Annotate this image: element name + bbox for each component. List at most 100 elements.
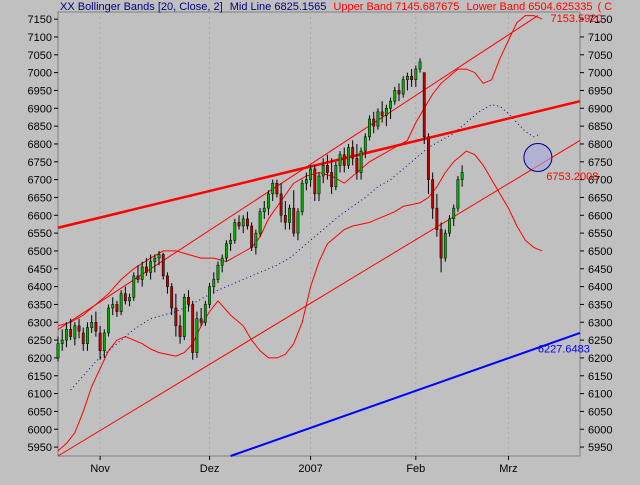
x-tick-label: Nov (90, 463, 110, 475)
y-tick-label-left: 6200 (28, 353, 52, 365)
y-tick-label-left: 6550 (28, 228, 52, 240)
y-tick-label-right: 6900 (588, 103, 612, 115)
candle-down (431, 179, 435, 209)
x-tick-label: Feb (406, 463, 425, 475)
candle-down (178, 325, 182, 337)
candle-up (73, 325, 77, 339)
y-tick-label-right: 6100 (588, 389, 612, 401)
y-tick-label-right: 6800 (588, 139, 612, 151)
header-tail: ( C (598, 1, 613, 13)
candle-down (427, 136, 430, 180)
trendlines (57, 15, 581, 457)
price-label: 6227.6483 (538, 343, 590, 355)
candle-down (161, 254, 165, 277)
candle-up (389, 100, 392, 109)
candle-up (338, 154, 342, 166)
x-axis: Nov Dez 2007 Feb Mrz (90, 456, 518, 475)
y-tick-label-right: 6250 (588, 335, 612, 347)
candle-down (81, 332, 85, 344)
y-tick-label-right: 6300 (588, 317, 612, 329)
candle-up (359, 150, 363, 173)
candle-up (347, 147, 350, 166)
candle-down (279, 193, 283, 216)
candle-up (86, 327, 89, 344)
candle-down (410, 75, 414, 81)
y-tick-label-right: 6450 (588, 264, 612, 276)
candle-up (456, 179, 460, 209)
candle-up (460, 172, 464, 180)
candle-down (170, 286, 174, 309)
y-tick-label-left: 7050 (28, 50, 52, 62)
candle-down (380, 111, 384, 116)
candlesticks (56, 58, 464, 362)
candle-down (191, 304, 195, 353)
y-tick-label-right: 6050 (588, 406, 612, 418)
candle-down (115, 304, 119, 312)
candle-down (166, 275, 169, 287)
candle-down (144, 266, 148, 273)
y-tick-label-left: 6650 (28, 192, 52, 204)
candle-up (321, 165, 325, 177)
candle-up (65, 329, 68, 341)
candle-down (246, 218, 249, 227)
candle-up (414, 68, 418, 81)
candle-up (220, 257, 224, 266)
candle-down (250, 225, 254, 248)
candle-up (224, 243, 228, 259)
candle-up (241, 218, 245, 227)
candle-down (351, 147, 355, 159)
candle-up (149, 261, 153, 273)
candle-up (296, 211, 300, 234)
candle-up (90, 322, 94, 328)
y-tick-label-left: 6050 (28, 406, 52, 418)
candle-up (443, 232, 447, 259)
chart-header: XX Bollinger Bands [20, Close, 2] Mid Li… (60, 1, 612, 13)
candle-down (98, 332, 102, 352)
candle-down (372, 118, 376, 127)
candle-up (229, 239, 233, 245)
y-tick-label-left: 7000 (28, 68, 52, 80)
candle-up (393, 90, 397, 102)
header-lower: Lower Band 6504.625335 (466, 1, 592, 13)
y-tick-label-left: 7100 (28, 32, 52, 44)
candle-up (153, 257, 157, 262)
markers (523, 143, 553, 173)
candle-down (439, 229, 443, 259)
candle-up (102, 332, 106, 352)
y-tick-label-left: 6500 (28, 246, 52, 258)
candle-down (94, 322, 98, 332)
candle-down (237, 222, 241, 227)
candle-up (418, 61, 422, 70)
y-tick-label-right: 6400 (588, 282, 612, 294)
y-tick-label-right: 7150 (588, 14, 612, 26)
y-tick-label-left: 5950 (28, 442, 52, 454)
candle-up (157, 254, 161, 259)
y-tick-label-left: 6450 (28, 264, 52, 276)
candle-up (128, 297, 131, 302)
y-tick-label-right: 6350 (588, 299, 612, 311)
candle-up (119, 293, 123, 312)
candle-up (309, 168, 312, 180)
candle-up (271, 182, 275, 195)
candle-up (300, 182, 304, 212)
y-tick-label-left: 6400 (28, 282, 52, 294)
candle-up (304, 179, 308, 184)
candle-up (208, 286, 211, 305)
candle-down (422, 72, 426, 138)
candle-up (384, 108, 388, 116)
y-tick-label-right: 5950 (588, 442, 612, 454)
y-tick-label-left: 6750 (28, 157, 52, 169)
y-tick-label-right: 6550 (588, 228, 612, 240)
lower-band-line (57, 150, 543, 452)
candle-down (69, 329, 73, 337)
y-tick-label-right: 7100 (588, 32, 612, 44)
candle-down (199, 318, 203, 323)
candle-down (136, 275, 140, 280)
y-tick-label-right: 6850 (588, 121, 612, 133)
price-label: 7153.5920 (551, 13, 603, 25)
candle-down (123, 293, 127, 302)
candle-up (258, 211, 262, 234)
candle-down (342, 154, 346, 166)
y-tick-label-right: 7000 (588, 68, 612, 80)
